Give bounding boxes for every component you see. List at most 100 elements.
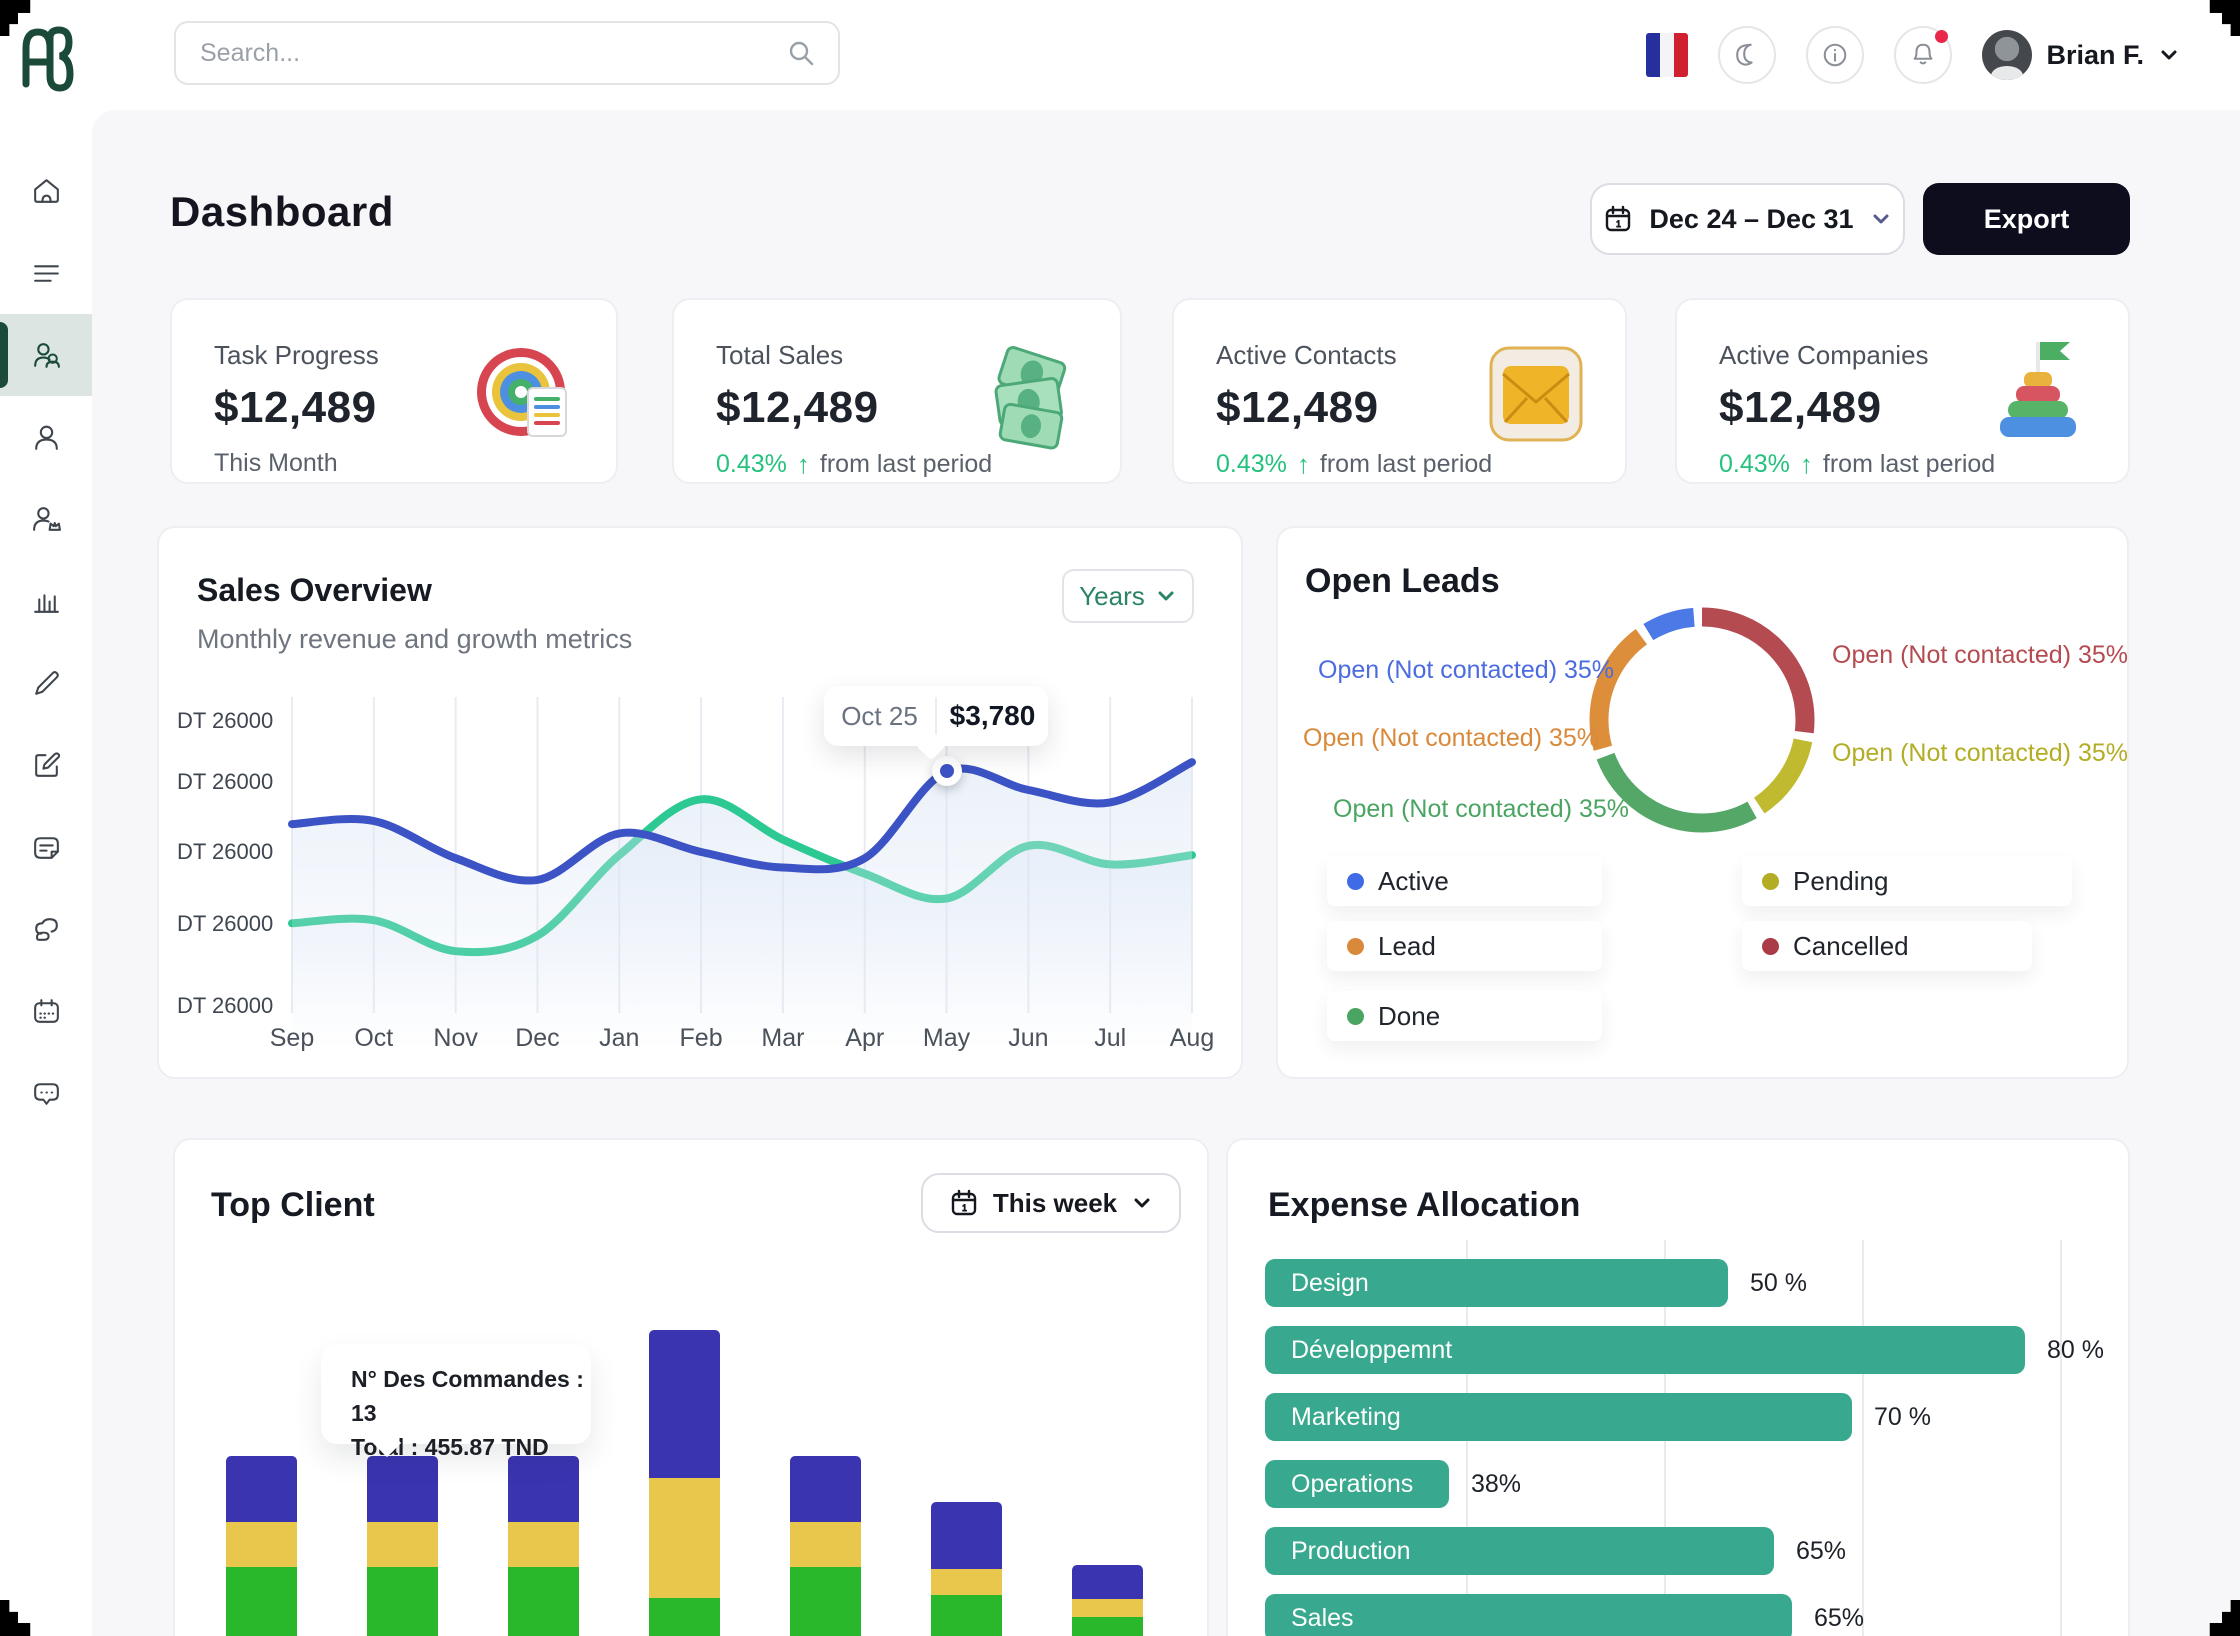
flag-stripe-red xyxy=(1674,33,1689,77)
app-logo xyxy=(18,22,78,102)
bar-segment-green xyxy=(226,1567,297,1636)
stat-value: $12,489 xyxy=(1719,383,1882,432)
week-dropdown-label: This week xyxy=(992,1187,1118,1218)
legend-item-active[interactable]: Active xyxy=(1327,856,1602,906)
tooltip-date: Oct 25 xyxy=(841,700,918,731)
week-dropdown[interactable]: 1 This week xyxy=(921,1173,1181,1233)
users-icon xyxy=(33,342,60,368)
stacked-bar-5[interactable] xyxy=(790,1456,861,1636)
delta-text: from last period xyxy=(1822,450,1996,478)
highlight-point[interactable] xyxy=(931,756,962,787)
bar-segment-blue xyxy=(226,1456,297,1522)
expense-bar[interactable]: Sales xyxy=(1265,1594,1792,1636)
chevron-down-icon xyxy=(1873,214,1889,224)
sidebar-item-clients[interactable] xyxy=(0,478,92,560)
x-tick-label: May xyxy=(922,1024,971,1052)
expense-row-sales: Sales 65% xyxy=(1265,1594,1864,1636)
moon-icon xyxy=(1736,43,1754,66)
legend-label: Cancelled xyxy=(1793,930,1909,961)
stacked-bar-3[interactable] xyxy=(508,1456,579,1636)
bar-segment-yellow xyxy=(1072,1599,1143,1617)
legend-item-done[interactable]: Done xyxy=(1327,991,1602,1041)
stacked-bar-1[interactable] xyxy=(226,1456,297,1636)
svg-text:1: 1 xyxy=(1616,219,1621,229)
page-title: Dashboard xyxy=(170,188,394,235)
line-series-revenue[interactable] xyxy=(288,758,1196,885)
donut-segment-Cancelled[interactable] xyxy=(1589,607,1815,833)
sidebar-item-user[interactable] xyxy=(0,396,92,478)
sales-line-chart[interactable] xyxy=(159,528,1245,1081)
expense-value-label: 50 % xyxy=(1750,1268,1807,1297)
expense-row-marketing: Marketing 70 % xyxy=(1265,1393,1931,1441)
sidebar-item-calendar[interactable] xyxy=(0,970,92,1052)
chevron-down-icon xyxy=(1158,591,1174,601)
expense-allocation-card: Expense Allocation Design 50 % Développemn… xyxy=(1226,1138,2130,1636)
stat-label: Total Sales xyxy=(716,340,844,370)
legend-item-cancelled[interactable]: Cancelled xyxy=(1742,921,2032,971)
date-range-picker[interactable]: 1 Dec 24 – Dec 31 xyxy=(1590,183,1905,255)
up-arrow-icon: ↑ xyxy=(796,449,810,479)
bar-segment-blue xyxy=(649,1330,720,1478)
expense-bar[interactable]: Operations xyxy=(1265,1460,1449,1508)
stacked-bar-7[interactable] xyxy=(1072,1565,1143,1636)
donut-segment-Done[interactable] xyxy=(1589,607,1815,833)
bar-segment-blue xyxy=(508,1456,579,1522)
bar-segment-green xyxy=(931,1595,1002,1636)
leads-donut-chart[interactable] xyxy=(1578,596,1826,844)
sidebar-item-edit[interactable] xyxy=(0,642,92,724)
stat-delta: 0.43% ↑ from last period xyxy=(1216,449,1589,480)
info-button[interactable] xyxy=(1806,26,1865,84)
sidebar-item-messages[interactable] xyxy=(0,1052,92,1134)
edit-square-icon xyxy=(34,751,60,777)
stacked-bar-4[interactable] xyxy=(649,1330,720,1636)
topbar: Brian F. xyxy=(92,0,2240,110)
sidebar-item-home[interactable] xyxy=(0,150,92,232)
flag-stripe-blue xyxy=(1646,33,1661,77)
sidebar-item-compose[interactable] xyxy=(0,724,92,806)
years-dropdown[interactable]: Years xyxy=(1062,569,1194,623)
x-tick-label: Oct xyxy=(354,1024,394,1052)
dark-mode-button[interactable] xyxy=(1718,26,1777,84)
sidebar-item-invoices[interactable] xyxy=(0,806,92,888)
stat-card-active-contacts: Active Contacts $12,489 0.43% ↑ from las… xyxy=(1172,298,1627,484)
language-flag-fr[interactable] xyxy=(1646,33,1689,77)
user-icon xyxy=(34,425,58,450)
stacked-bar-2[interactable] xyxy=(367,1456,438,1636)
top-client-title: Top Client xyxy=(211,1186,375,1224)
date-range-label: Dec 24 – Dec 31 xyxy=(1649,203,1854,234)
sidebar-item-analytics[interactable] xyxy=(0,560,92,642)
search-icon xyxy=(789,41,814,66)
notifications-button[interactable] xyxy=(1894,26,1953,84)
search-input[interactable] xyxy=(198,37,786,69)
expense-bar[interactable]: Développemnt xyxy=(1265,1326,2025,1374)
x-tick-label: Jun xyxy=(1008,1024,1049,1052)
target-icon xyxy=(466,334,586,454)
expense-value-label: 38% xyxy=(1471,1469,1522,1498)
search-box[interactable] xyxy=(174,21,840,85)
up-arrow-icon: ↑ xyxy=(1296,449,1310,479)
sidebar-item-contacts[interactable] xyxy=(0,314,92,396)
legend-item-pending[interactable]: Pending xyxy=(1742,856,2072,906)
sidebar-item-tasks[interactable] xyxy=(0,232,92,314)
x-tick-label: Mar xyxy=(761,1024,805,1052)
chevron-down-icon xyxy=(1134,1198,1150,1208)
chart-tooltip: Oct 25 $3,780 xyxy=(824,686,1048,746)
donut-segment-Lead[interactable] xyxy=(1589,607,1815,833)
x-tick-label: Feb xyxy=(679,1024,723,1052)
expense-bar[interactable]: Design xyxy=(1265,1259,1728,1307)
flag-stripe-white xyxy=(1660,33,1675,77)
y-tick-label: DT 26000 xyxy=(177,708,274,733)
user-menu[interactable]: Brian F. xyxy=(1982,30,2180,80)
sidebar-item-chat[interactable] xyxy=(0,888,92,970)
expense-bar[interactable]: Marketing xyxy=(1265,1393,1852,1441)
x-tick-label: Apr xyxy=(845,1024,885,1052)
legend-item-lead[interactable]: Lead xyxy=(1327,921,1602,971)
export-button[interactable]: Export xyxy=(1923,183,2130,255)
user-name: Brian F. xyxy=(2046,39,2144,70)
expense-bar[interactable]: Production xyxy=(1265,1527,1774,1575)
sidebar-nav xyxy=(0,150,92,1134)
y-tick-label: DT 26000 xyxy=(177,769,274,794)
tooltip-line: N° Des Commandes : 13 xyxy=(351,1366,584,1426)
tooltip-line: Total : 455.87 TND xyxy=(351,1434,549,1460)
stacked-bar-6[interactable] xyxy=(931,1502,1002,1636)
